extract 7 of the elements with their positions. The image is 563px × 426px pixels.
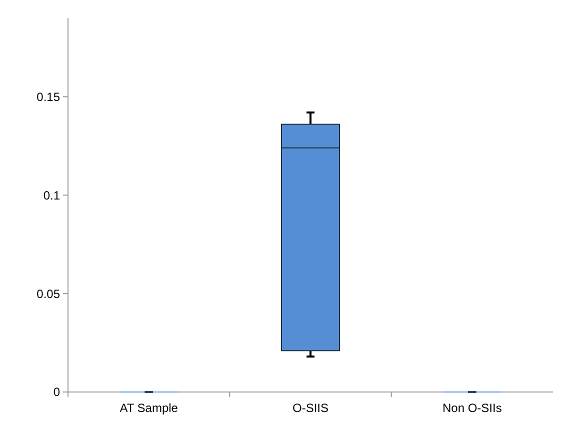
- y-tick-label: 0.1: [43, 188, 60, 202]
- x-tick-label: O-SIIS: [292, 401, 329, 415]
- x-tick-label: Non O-SIIs: [442, 401, 502, 415]
- y-tick-label: 0.15: [36, 90, 60, 104]
- y-tick-label: 0.05: [36, 286, 60, 301]
- y-tick-label: 0: [53, 385, 60, 400]
- x-tick-label: AT Sample: [120, 401, 178, 415]
